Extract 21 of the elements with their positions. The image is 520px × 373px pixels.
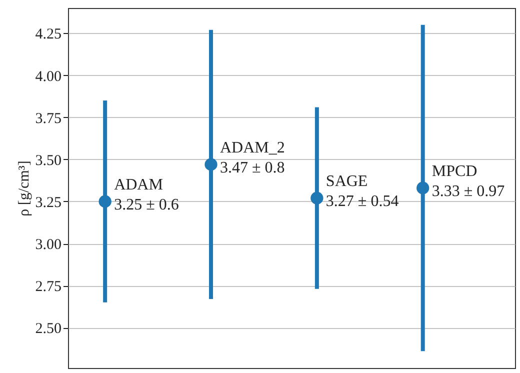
point bbox=[416, 182, 430, 194]
annotation: SAGE bbox=[326, 173, 368, 190]
y-tick-label: 2.50 bbox=[35, 321, 62, 338]
data-label: 3.25 ± 0.6 bbox=[114, 196, 179, 214]
annotation: ADAM bbox=[114, 176, 163, 194]
data-label: 3.33 ± 0.97 bbox=[432, 183, 505, 200]
point bbox=[98, 195, 112, 208]
y-axis-title: ρ [g/cm³] bbox=[16, 160, 32, 216]
y-tick-label: 4.25 bbox=[35, 26, 62, 43]
y-tick-label: 3.50 bbox=[35, 152, 62, 169]
y-tick-label: 3.75 bbox=[35, 110, 62, 127]
data-label: 3.47 ± 0.8 bbox=[220, 159, 285, 176]
annotation: MPCD bbox=[432, 163, 478, 180]
y-tick-label: 4.00 bbox=[35, 68, 62, 85]
y-tick-label: 3.00 bbox=[35, 237, 62, 254]
point bbox=[204, 158, 218, 171]
y-tick-label: 2.75 bbox=[35, 279, 62, 296]
point bbox=[310, 192, 324, 204]
y-tick-label: 3.25 bbox=[35, 194, 62, 211]
annotation: ADAM_2 bbox=[220, 139, 285, 156]
data-label: 3.27 ± 0.54 bbox=[326, 193, 399, 210]
